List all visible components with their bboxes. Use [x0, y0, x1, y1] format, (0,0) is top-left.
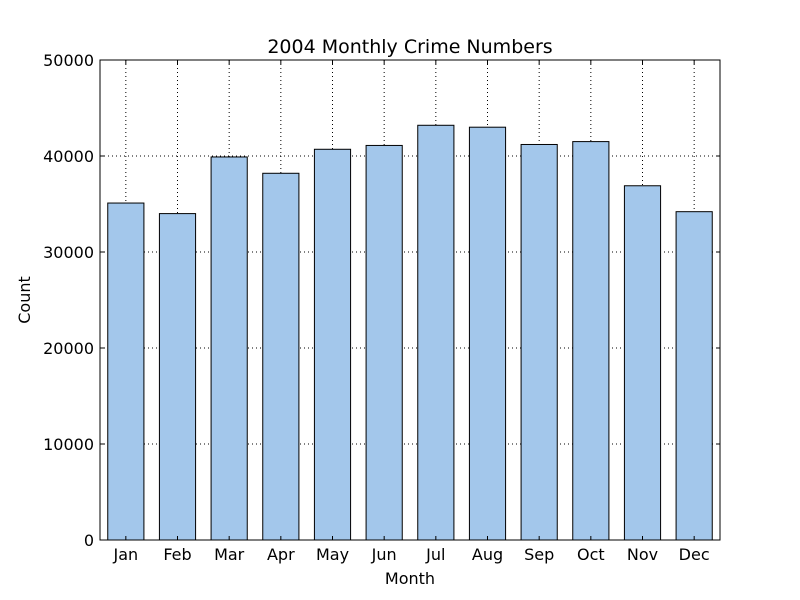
y-tick-label: 50000 — [43, 51, 94, 70]
bar-apr — [262, 172, 300, 541]
x-tick-label-aug: Aug — [472, 545, 503, 564]
x-tick-label-nov: Nov — [627, 545, 658, 564]
chart-title: 2004 Monthly Crime Numbers — [267, 36, 552, 58]
x-tick-label-oct: Oct — [577, 545, 605, 564]
y-axis-label: Count — [15, 276, 34, 324]
x-tick-label-feb: Feb — [163, 545, 191, 564]
bar-feb — [158, 213, 197, 541]
y-tick-label: 30000 — [43, 243, 94, 262]
x-tick-label-jul: Jul — [425, 545, 445, 564]
bar-may — [313, 148, 352, 541]
bar-aug — [468, 126, 507, 541]
x-tick-label-may: May — [316, 545, 349, 564]
bar-mar — [210, 156, 248, 541]
y-tick-label: 20000 — [43, 339, 94, 358]
y-tick-label: 10000 — [43, 435, 94, 454]
x-tick-label-jan: Jan — [112, 545, 138, 564]
x-tick-labels: Jan Feb Mar Apr May Jun Jul Aug Sep Oct Nov Dec — [112, 545, 709, 564]
bar-oct — [572, 141, 610, 541]
y-tick-labels: 0 10000 20000 30000 40000 50000 — [43, 51, 94, 550]
bar-nov — [623, 185, 662, 541]
bar-dec — [675, 211, 713, 541]
y-tick-label: 0 — [84, 531, 94, 550]
bar-jan — [107, 202, 145, 541]
x-tick-label-sep: Sep — [524, 545, 554, 564]
bar-jul — [417, 124, 455, 541]
bar-jun — [365, 144, 403, 541]
x-tick-label-dec: Dec — [679, 545, 710, 564]
bars — [107, 124, 713, 541]
x-tick-label-mar: Mar — [214, 545, 245, 564]
tick-marks — [100, 59, 720, 541]
x-tick-label-jun: Jun — [371, 545, 397, 564]
bar-sep — [520, 143, 558, 541]
x-axis-label: Month — [385, 569, 435, 588]
x-tick-label-apr: Apr — [267, 545, 295, 564]
y-tick-label: 40000 — [43, 147, 94, 166]
plot-frame — [99, 59, 721, 541]
